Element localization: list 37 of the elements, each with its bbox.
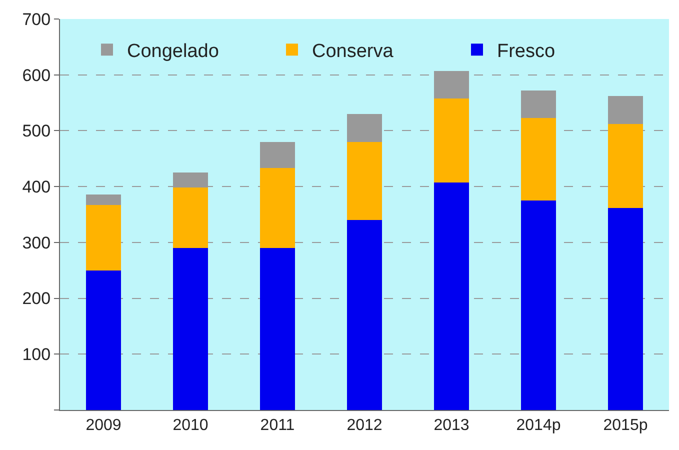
bar [434,98,469,183]
bar [86,194,121,205]
bar [173,188,208,248]
x-tick-label: 2014p [516,417,561,434]
bar [347,114,382,142]
bar [173,248,208,410]
bar [86,205,121,270]
bar [608,208,643,410]
y-tick-label: 300 [22,233,51,252]
bar [260,248,295,410]
y-tick-label: 700 [22,10,51,29]
y-tick-label: 100 [22,345,51,364]
legend-label: Congelado [127,40,219,62]
x-tick-label: 2013 [434,417,470,434]
bar [521,118,556,201]
x-tick-label: 2009 [86,417,122,434]
bar [347,142,382,220]
bar [260,168,295,248]
bar [260,142,295,168]
y-tick-label: 600 [22,66,51,85]
y-tick-label: 200 [22,289,51,308]
bar [608,124,643,208]
bar [434,70,469,98]
bar [521,200,556,410]
bar [521,90,556,118]
y-tick-label: 400 [22,178,51,197]
legend-label: Fresco [497,40,556,62]
y-tick-label: 500 [22,122,51,141]
x-tick-label: 2010 [172,417,208,434]
bar [347,220,382,410]
x-tick-label: 2012 [346,417,382,434]
bar [434,182,469,410]
x-tick-label: 2015p [603,417,648,434]
legend-label: Conserva [312,40,394,62]
x-tick-label: 2011 [260,417,295,434]
bar [608,96,643,124]
bar [86,270,121,410]
